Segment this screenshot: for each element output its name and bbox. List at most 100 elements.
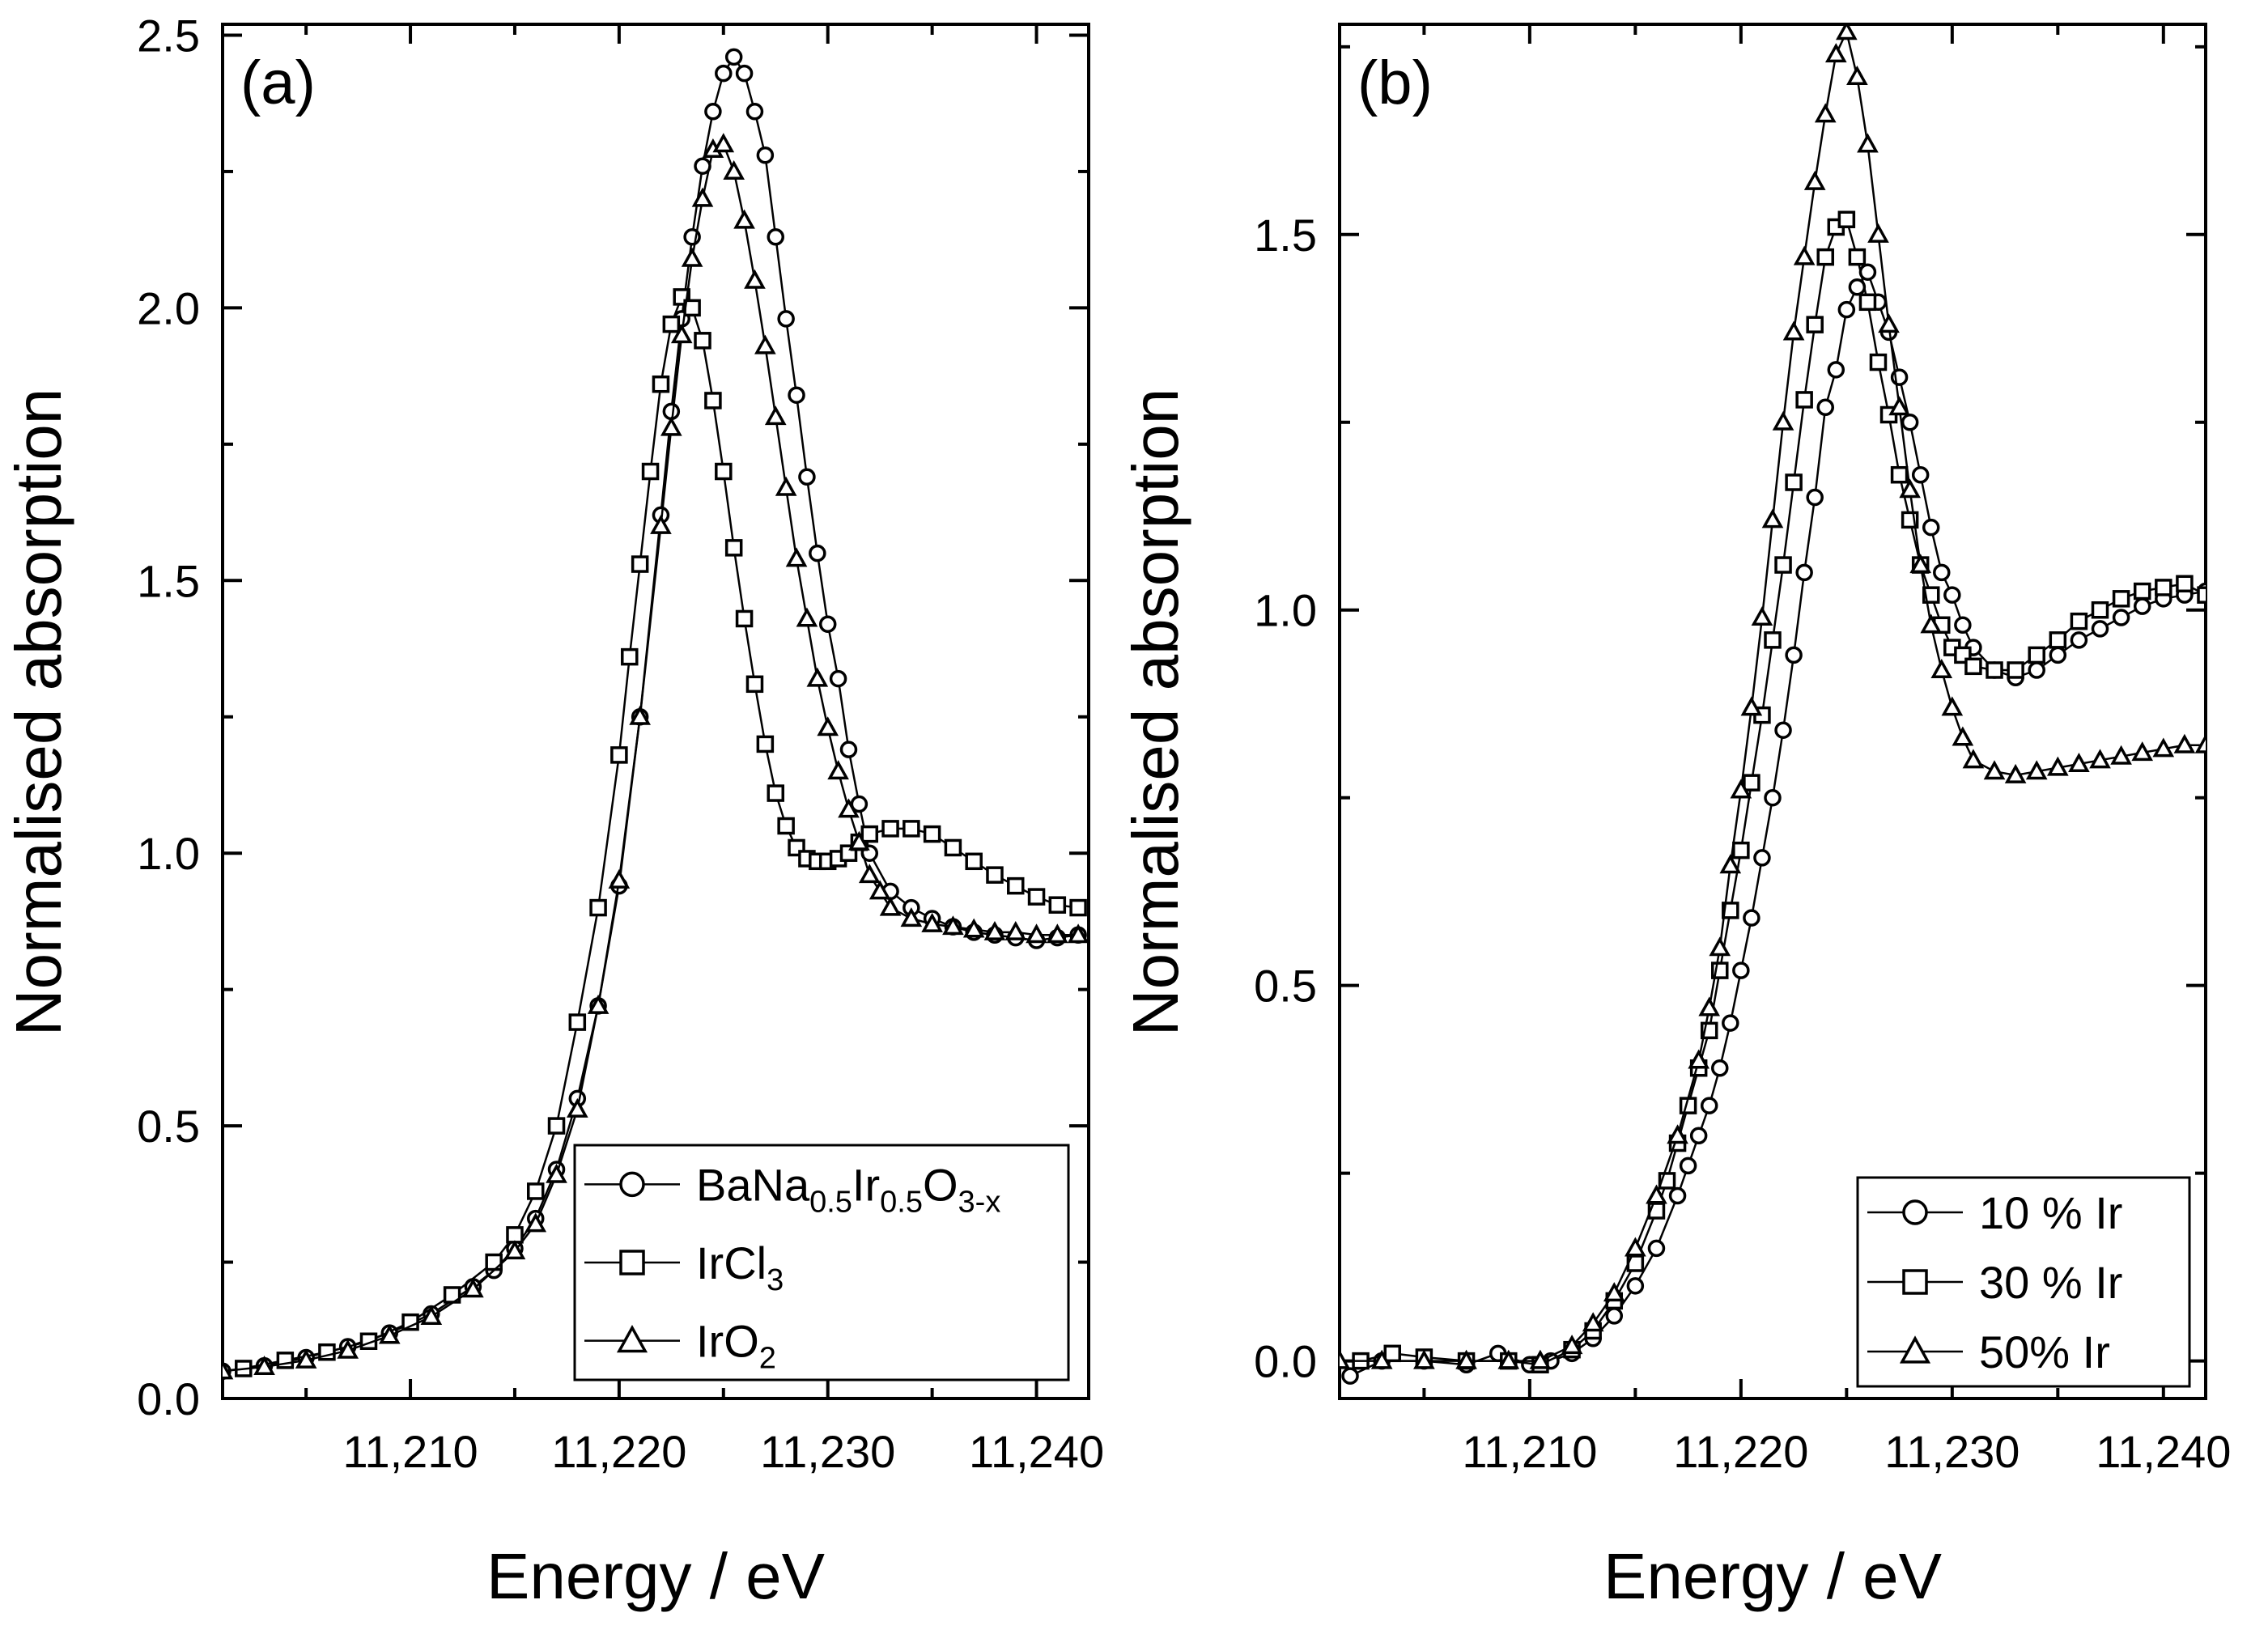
data-point [1857,133,1879,153]
data-point [735,609,754,628]
data-point [764,405,787,426]
data-point [1047,923,1068,944]
data-point [1806,488,1824,507]
data-point [694,332,711,350]
data-point [1743,774,1760,792]
data-point [2049,646,2067,664]
data-point [485,1253,503,1271]
data-point [1890,465,1909,484]
data-point [723,159,745,180]
data-point [1732,961,1750,979]
data-point [503,1240,526,1260]
data-point [704,103,722,121]
data-point [1700,1097,1718,1114]
x-tick-label: 11,240 [969,1426,1104,1477]
legend-text-part: Ir [852,1159,880,1210]
data-point [1413,1349,1435,1369]
data-point [1986,661,2003,679]
data-point [2112,609,2130,626]
data-point [1582,1312,1604,1332]
data-point [767,784,785,802]
panel-a: 11,210 11,220 11,230 11,240 0.0 0.5 1.0 1.5 2.0 2… [2,10,1104,1612]
data-point [983,920,1006,940]
series-triangle [1340,24,2206,1369]
data-point [662,315,681,333]
data-point [2091,601,2109,619]
y-tick-label: 0.5 [1254,961,1317,1012]
data-point [1026,923,1047,944]
data-point [1625,1237,1646,1257]
data-point [641,462,660,481]
data-point [965,852,983,871]
data-point [1679,1157,1697,1175]
data-point [735,64,754,83]
data-point [2155,579,2172,596]
legend-marker [619,1171,645,1198]
data-point [1668,1186,1687,1205]
data-point [1837,300,1856,319]
series-line [1360,218,2206,1366]
data-point [1722,1014,1739,1032]
panel-label: (a) [240,49,316,117]
data-point [223,1360,234,1380]
data-point [1909,554,1932,574]
data-point [1719,854,1742,874]
data-point [1772,410,1794,431]
data-point [420,1305,443,1325]
data-point [858,864,881,884]
data-point [715,64,733,83]
data-point [1846,65,1868,85]
data-point [1933,563,1951,582]
data-point [817,716,839,736]
data-point [754,334,776,354]
x-tick-label: 11,220 [551,1426,686,1477]
data-point [923,825,941,843]
data-point [2176,575,2194,593]
data-point [1954,616,1972,635]
data-point [848,830,870,851]
data-point [1785,646,1803,664]
data-point [827,760,849,780]
data-point [1007,876,1025,895]
data-point [1888,396,1910,416]
data-point [2089,749,2111,769]
data-point [942,915,964,936]
data-point [2028,661,2045,679]
data-point [829,669,847,688]
legend-text-part: IrCl [696,1237,767,1288]
data-point [1848,248,1867,266]
data-point [986,866,1004,884]
data-point [1761,508,1784,528]
legend-text-part: 10 % Ir [1979,1187,2122,1238]
data-point [1722,902,1739,919]
y-tick-label: 0.0 [1254,1336,1317,1387]
plot-frame [221,23,1090,1400]
legend-subscript: 3 [767,1263,784,1297]
data-point [756,146,775,164]
data-point [1814,103,1837,123]
data-point [1753,849,1771,867]
data-point [1774,556,1792,574]
y-axis-title: Normalised absorption [2,388,74,1036]
data-point [1341,1367,1359,1385]
data-point [2007,661,2024,679]
data-point [1795,391,1813,409]
data-point [1740,696,1763,716]
x-tick-label: 11,230 [1884,1426,2020,1477]
data-point [2046,756,2069,776]
data-point [1688,1049,1709,1069]
data-point [546,1163,567,1183]
data-point [629,705,651,725]
data-point [652,375,670,393]
x-tick-label: 11,240 [2096,1426,2231,1477]
data-point [881,820,899,838]
data-point [2194,733,2206,753]
data-point [1941,696,1964,716]
data-point [1774,721,1792,739]
data-point [1689,1127,1708,1144]
data-point [745,675,764,694]
legend-entry-label: 50% Ir [1979,1326,2110,1377]
series-line [223,142,1079,1373]
data-point [1816,248,1834,266]
data-point [2197,586,2206,604]
